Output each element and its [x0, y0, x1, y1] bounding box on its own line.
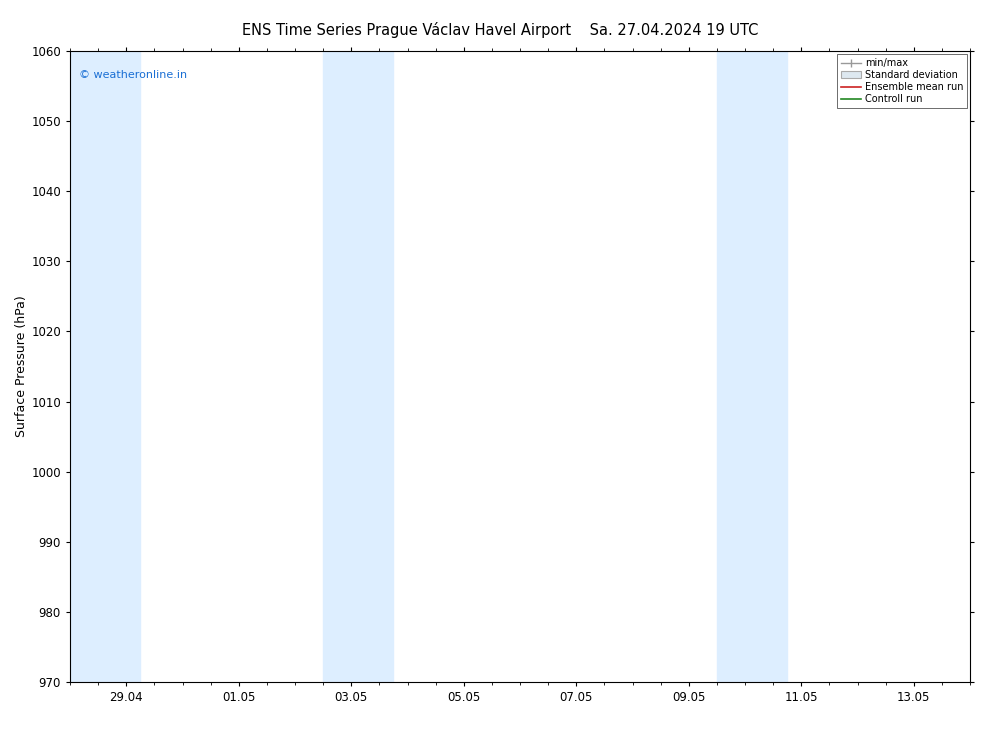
- Y-axis label: Surface Pressure (hPa): Surface Pressure (hPa): [15, 295, 28, 438]
- Bar: [98, 51, 140, 682]
- Bar: [745, 51, 787, 682]
- Bar: [717, 51, 745, 682]
- Text: ENS Time Series Prague Václav Havel Airport    Sa. 27.04.2024 19 UTC: ENS Time Series Prague Václav Havel Airp…: [242, 22, 758, 38]
- Legend: min/max, Standard deviation, Ensemble mean run, Controll run: min/max, Standard deviation, Ensemble me…: [837, 54, 967, 108]
- Bar: [70, 51, 98, 682]
- Bar: [323, 51, 351, 682]
- Text: © weatheronline.in: © weatheronline.in: [79, 70, 187, 80]
- Bar: [351, 51, 393, 682]
